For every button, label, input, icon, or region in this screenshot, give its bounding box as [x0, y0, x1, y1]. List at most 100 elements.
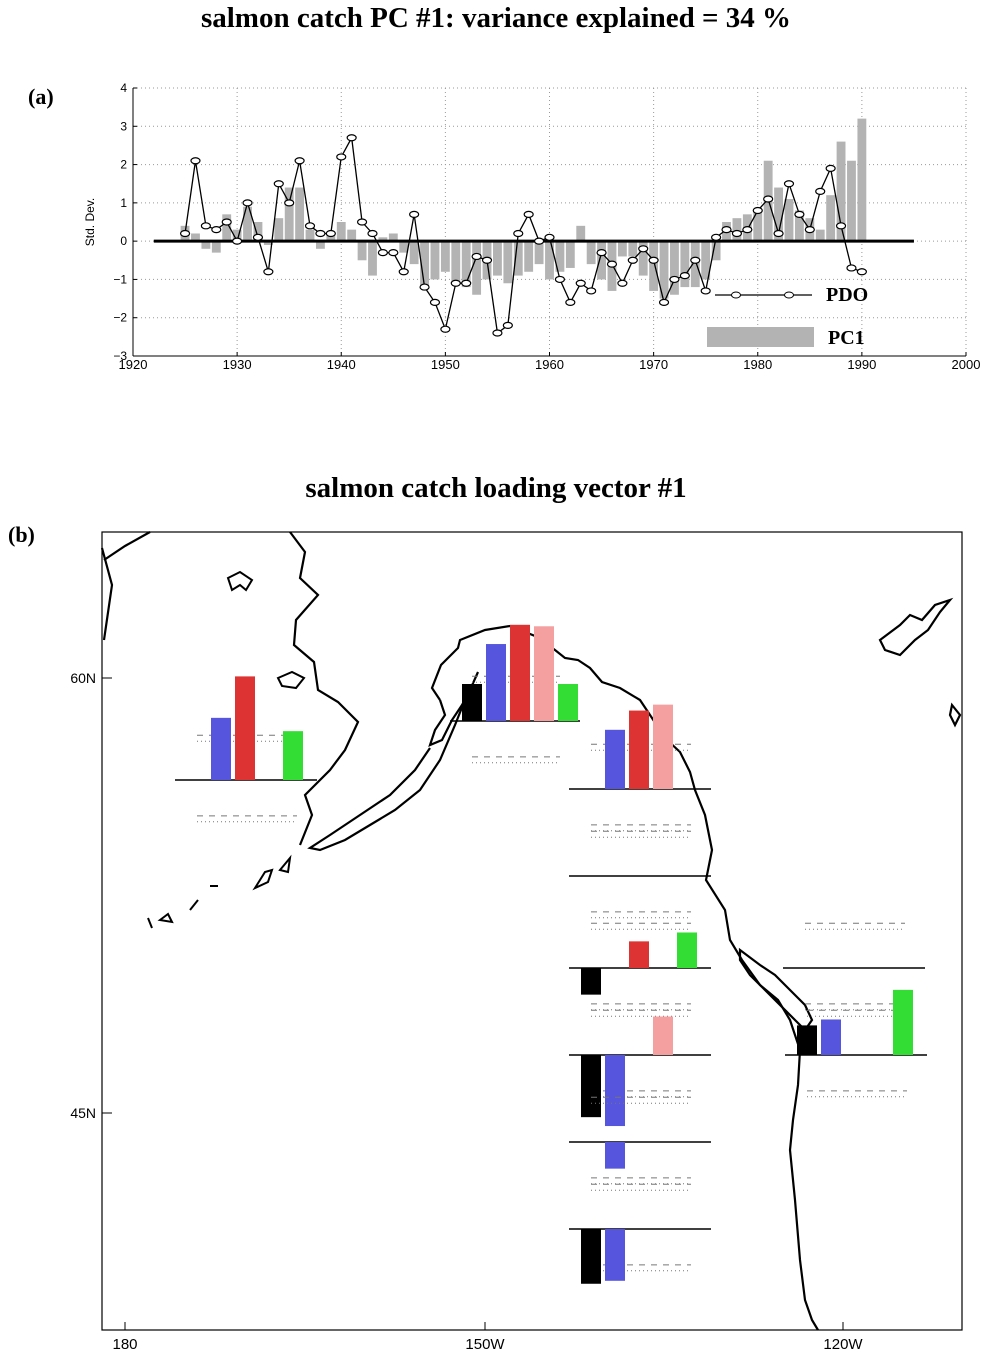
- pdo-point: [658, 298, 670, 306]
- pc1-bar: [753, 210, 763, 242]
- pdo-point: [523, 210, 534, 218]
- pdo-point: [315, 229, 326, 238]
- pdo-point: [710, 233, 722, 241]
- loading-bar-black: [581, 1055, 601, 1118]
- loading-bar-blue: [605, 1229, 625, 1281]
- pdo-point: [638, 245, 649, 253]
- pdo-point: [752, 206, 763, 215]
- x-tick-label: 1960: [535, 357, 564, 372]
- pdo-point: [273, 180, 284, 188]
- x-tick-label: 1980: [743, 357, 772, 372]
- pc1-bar: [253, 222, 263, 242]
- pdo-point: [409, 210, 420, 218]
- pc1-bar: [670, 241, 679, 295]
- pc1-bar: [336, 222, 346, 242]
- pdo-point: [586, 287, 597, 295]
- pc1-bar: [794, 210, 804, 242]
- coastline: [100, 547, 114, 641]
- pc1-bar: [357, 241, 367, 261]
- pc1-bar: [201, 241, 211, 249]
- pc1-bar: [211, 241, 221, 253]
- pdo-point: [221, 218, 232, 226]
- pdo-point: [596, 249, 607, 257]
- pdo-point: [179, 229, 191, 238]
- x-tick-label: 1930: [223, 357, 252, 372]
- legend-pdo-marker: [784, 291, 794, 299]
- pdo-point: [492, 329, 503, 337]
- pdo-point: [627, 256, 638, 264]
- region-bar-group: [783, 922, 925, 1011]
- pc1-bar: [295, 187, 305, 242]
- pc1-bar: [399, 241, 409, 253]
- pdo-point: [575, 279, 586, 287]
- pdo-point: [450, 279, 461, 287]
- island: [252, 868, 274, 891]
- pdo-point: [544, 233, 555, 241]
- loading-bar-pink: [534, 626, 554, 721]
- map-y-tick-label: 45N: [70, 1105, 96, 1121]
- pdo-point: [481, 256, 493, 264]
- pdo-point: [804, 226, 815, 234]
- pdo-point: [773, 229, 784, 238]
- pc-timeseries-chart: 1920 1930 1940 1950 1960 1970 1980 1990 2000 −3 −2…: [83, 81, 980, 372]
- pdo-point: [211, 226, 222, 234]
- pc1-bar: [597, 241, 606, 280]
- pc1-bar: [690, 241, 700, 288]
- pdo-point: [294, 157, 305, 165]
- pdo-point: [440, 325, 451, 333]
- pdo-point: [263, 268, 274, 276]
- island: [189, 899, 199, 911]
- loading-bar-pink: [653, 704, 673, 789]
- panel-a-title: salmon catch PC #1: variance explained =…: [200, 2, 792, 34]
- x-tick-label: 1970: [639, 357, 668, 372]
- x-tick-label: 1940: [327, 357, 356, 372]
- panel-b-label: (b): [8, 522, 35, 547]
- pdo-point: [252, 233, 264, 241]
- pdo-point: [242, 199, 253, 207]
- pdo-point: [325, 229, 336, 238]
- pdo-point: [346, 134, 357, 142]
- pdo-point: [835, 222, 847, 230]
- pc1-bar: [409, 241, 419, 265]
- panel-b-title: salmon catch loading vector #1: [305, 472, 687, 504]
- coastline: [289, 531, 360, 846]
- y-tick-label: −1: [113, 272, 127, 286]
- y-tick-label: 2: [120, 158, 127, 172]
- pdo-point: [388, 249, 399, 257]
- pdo-point: [679, 272, 690, 280]
- region-bar-group: [785, 989, 927, 1098]
- legend-pdo-marker: [731, 291, 741, 299]
- region-bar-group: [450, 624, 580, 764]
- island: [226, 570, 254, 592]
- pdo-point: [367, 229, 378, 238]
- pc1-bar: [305, 229, 315, 242]
- pdo-point: [398, 268, 409, 276]
- region-bar-group: [569, 704, 711, 832]
- pdo-point: [419, 283, 430, 291]
- pc1-bar: [774, 187, 784, 242]
- pc1-bar: [368, 241, 377, 276]
- loading-bar-pink: [653, 1016, 673, 1055]
- pc1-bar: [513, 241, 523, 276]
- pc1-bar: [472, 241, 482, 295]
- region-bar-group: [569, 922, 711, 1011]
- pdo-point: [783, 180, 795, 188]
- pc1-bar: [461, 241, 471, 288]
- pdo-point: [669, 275, 680, 284]
- y-tick-label: 1: [120, 196, 127, 210]
- x-tick-label: 1920: [119, 357, 148, 372]
- pdo-point: [815, 187, 826, 195]
- x-tick-label: 1990: [847, 357, 876, 372]
- coastline: [878, 597, 954, 657]
- loading-bar-green: [677, 932, 697, 968]
- loading-bar-blue: [605, 1142, 625, 1169]
- loading-bar-red: [629, 941, 649, 968]
- loading-bar-blue: [605, 1055, 625, 1127]
- map-x-tick-label: 180: [112, 1336, 137, 1353]
- pc1-bar: [534, 241, 544, 265]
- region-bar-group: [569, 1183, 711, 1284]
- pc1-bar: [836, 141, 846, 242]
- loading-bar-black: [462, 684, 482, 721]
- pdo-point: [742, 226, 753, 234]
- pdo-point: [846, 264, 857, 272]
